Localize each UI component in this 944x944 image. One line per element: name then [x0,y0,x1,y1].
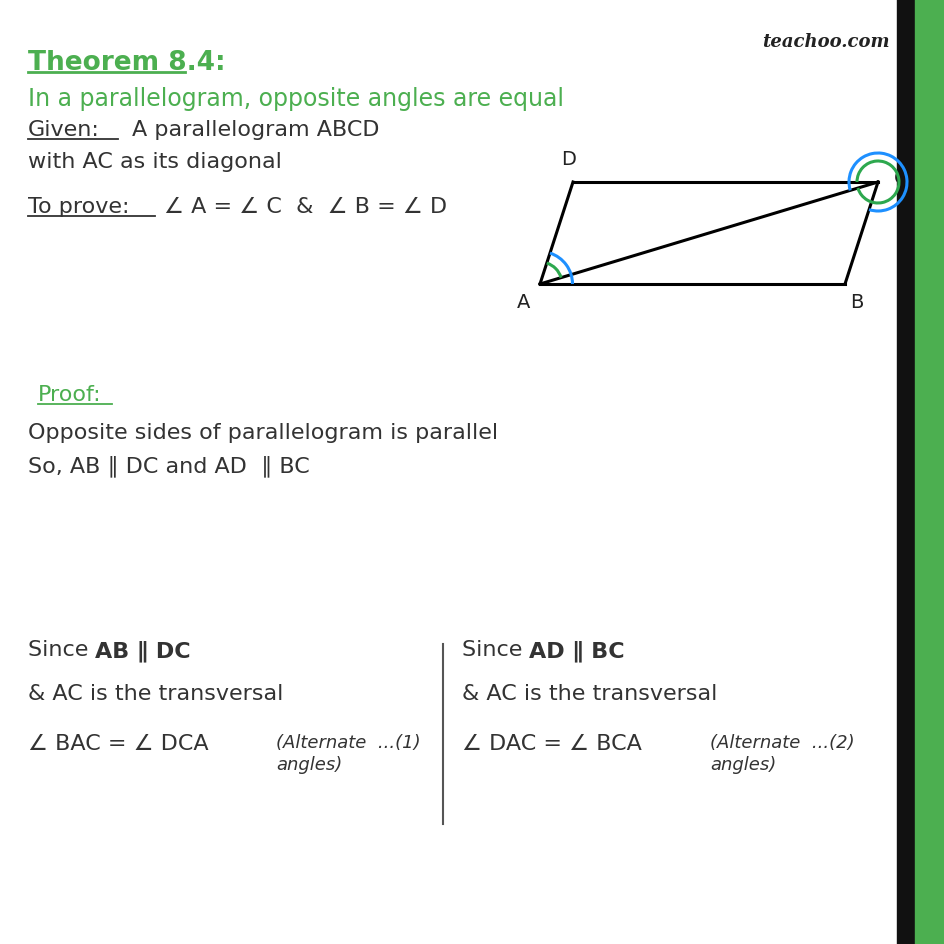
Text: ∠ BAC = ∠ DCA: ∠ BAC = ∠ DCA [28,733,209,753]
Text: A parallelogram ABCD: A parallelogram ABCD [132,120,379,140]
Text: ∠ A = ∠ C  &  ∠ B = ∠ D: ∠ A = ∠ C & ∠ B = ∠ D [164,196,447,217]
Bar [914,0,944,944]
Text: A: A [516,293,531,312]
Text: C: C [893,169,906,188]
Bar [896,0,914,944]
Text: angles): angles) [709,755,775,773]
Text: Given:: Given: [28,120,100,140]
Text: Since: Since [462,639,529,659]
Text: (Alternate  ...(1): (Alternate ...(1) [276,733,420,751]
Text: Theorem 8.4:: Theorem 8.4: [28,50,226,76]
Text: ∠ DAC = ∠ BCA: ∠ DAC = ∠ BCA [462,733,641,753]
Text: & AC is the transversal: & AC is the transversal [28,683,283,703]
Text: B: B [850,293,863,312]
Text: AB ∥ DC: AB ∥ DC [95,639,191,661]
Text: teachoo.com: teachoo.com [762,33,889,51]
Text: angles): angles) [276,755,342,773]
Text: To prove:: To prove: [28,196,129,217]
Text: & AC is the transversal: & AC is the transversal [462,683,716,703]
Text: Opposite sides of parallelogram is parallel: Opposite sides of parallelogram is paral… [28,423,497,443]
Text: In a parallelogram, opposite angles are equal: In a parallelogram, opposite angles are … [28,87,564,110]
Text: Proof:: Proof: [38,384,102,405]
Text: (Alternate  ...(2): (Alternate ...(2) [709,733,853,751]
Text: So, AB ∥ DC and AD  ∥ BC: So, AB ∥ DC and AD ∥ BC [28,454,310,476]
Text: D: D [561,150,576,169]
Text: Since: Since [28,639,95,659]
Text: with AC as its diagonal: with AC as its diagonal [28,152,281,172]
Text: AD ∥ BC: AD ∥ BC [529,639,624,661]
